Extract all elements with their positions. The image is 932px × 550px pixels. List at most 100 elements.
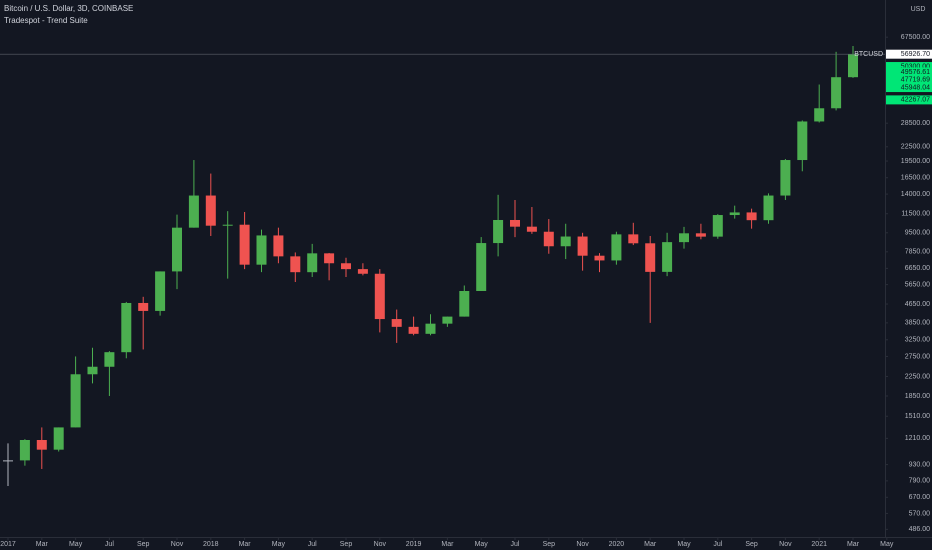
x-tick-label: Nov	[576, 541, 589, 548]
y-tick-label: 2250.00	[905, 373, 930, 380]
x-tick-label: Mar	[847, 541, 860, 548]
candle-body	[341, 263, 351, 270]
x-tick-label: 2017	[0, 541, 16, 548]
candle-body	[155, 271, 166, 311]
x-tick-label: May	[69, 541, 83, 548]
candle-body	[831, 77, 842, 109]
x-tick-label: Jul	[713, 541, 722, 548]
x-tick-label: Nov	[171, 541, 184, 548]
candle-body	[526, 226, 537, 232]
y-tick-label: 4650.00	[905, 301, 930, 308]
y-tick-label: 14000.00	[901, 191, 930, 198]
candle-body	[763, 195, 774, 221]
x-tick-label: May	[880, 541, 894, 548]
y-tick-label: 1510.00	[905, 413, 930, 420]
candle-body	[36, 439, 47, 450]
candle-body	[357, 269, 368, 274]
x-tick-label: Nov	[779, 541, 792, 548]
x-tick-label: Mar	[239, 541, 252, 548]
y-tick-label: 7850.00	[905, 249, 930, 256]
candle-body	[459, 290, 470, 317]
x-tick-label: Nov	[374, 541, 387, 548]
candle-body	[188, 195, 199, 228]
x-tick-label: 2020	[609, 541, 625, 548]
y-tick-label: 486.00	[909, 526, 931, 533]
y-tick-label: 2750.00	[905, 353, 930, 360]
candle-body	[662, 242, 673, 272]
y-tick-label: 22500.00	[901, 144, 930, 151]
candle-body	[848, 54, 858, 78]
candle-body	[493, 219, 504, 244]
x-tick-label: 2019	[406, 541, 422, 548]
indicator-label: 42267.07	[901, 97, 930, 104]
indicator-label: 45948.04	[901, 84, 930, 91]
x-tick-label: Jul	[308, 541, 317, 548]
candle-body	[53, 427, 64, 450]
y-tick-label: 5650.00	[905, 281, 930, 288]
candle-body	[19, 439, 30, 461]
y-tick-label: 790.00	[909, 478, 931, 485]
y-tick-label: 6650.00	[905, 265, 930, 272]
chart-title: Bitcoin / U.S. Dollar, 3D, COINBASE	[4, 4, 133, 13]
candle-body	[408, 326, 419, 334]
indicator-tag	[886, 75, 932, 85]
x-tick-label: Jul	[105, 541, 114, 548]
candle-body	[797, 121, 808, 161]
indicator-label: 50300.00	[901, 63, 930, 70]
symbol-tag: BTCUSD	[854, 51, 883, 58]
x-tick-label: Sep	[340, 541, 353, 548]
candle-body	[239, 224, 250, 265]
x-tick-label: May	[475, 541, 489, 548]
candle-body	[121, 302, 132, 353]
candle-body	[729, 212, 740, 216]
candle-body	[374, 273, 385, 320]
candle-body	[172, 227, 182, 272]
y-tick-label: 3250.00	[905, 337, 930, 344]
candle-body	[290, 256, 301, 273]
x-tick-label: 2021	[811, 541, 827, 548]
y-tick-label: 19500.00	[901, 158, 930, 165]
x-tick-label: Mar	[441, 541, 454, 548]
indicator-tag	[886, 62, 932, 72]
x-tick-label: May	[272, 541, 286, 548]
candle-body	[611, 234, 622, 261]
candle-body	[543, 231, 554, 247]
indicator-tag	[886, 83, 932, 93]
y-tick-label: 1210.00	[905, 435, 930, 442]
candle-body	[324, 253, 335, 264]
candle-body	[814, 108, 825, 122]
x-tick-label: Sep	[543, 541, 556, 548]
indicator-tag	[886, 67, 932, 77]
candle-body	[594, 255, 605, 261]
y-tick-label: 670.00	[909, 494, 931, 501]
candle-body	[3, 460, 13, 462]
candle-body	[87, 366, 98, 375]
indicator-label: 47719.69	[901, 77, 930, 84]
last-price-tag	[886, 49, 932, 59]
x-tick-label: May	[677, 541, 691, 548]
y-tick-label: 570.00	[909, 510, 931, 517]
candle-body	[510, 219, 520, 227]
x-tick-label: Jul	[511, 541, 520, 548]
candle-body	[256, 235, 267, 265]
indicator-tag	[886, 95, 932, 105]
x-tick-label: 2018	[203, 541, 219, 548]
currency-label: USD	[911, 6, 926, 13]
candle-body	[70, 374, 81, 428]
y-tick-label: 9500.00	[905, 230, 930, 237]
y-tick-label: 16500.00	[901, 175, 930, 182]
candle-body	[645, 243, 656, 272]
candle-body	[391, 319, 402, 327]
x-tick-label: Sep	[137, 541, 150, 548]
indicator-name: Tradespot - Trend Suite	[4, 16, 88, 25]
y-tick-label: 28500.00	[901, 120, 930, 127]
candle-body	[780, 160, 791, 196]
x-tick-label: Mar	[644, 541, 657, 548]
candle-body	[679, 233, 689, 243]
y-tick-label: 930.00	[909, 461, 931, 468]
candle-body	[628, 234, 639, 244]
candle-body	[442, 316, 453, 324]
last-price-label: 56926.70	[901, 51, 930, 58]
